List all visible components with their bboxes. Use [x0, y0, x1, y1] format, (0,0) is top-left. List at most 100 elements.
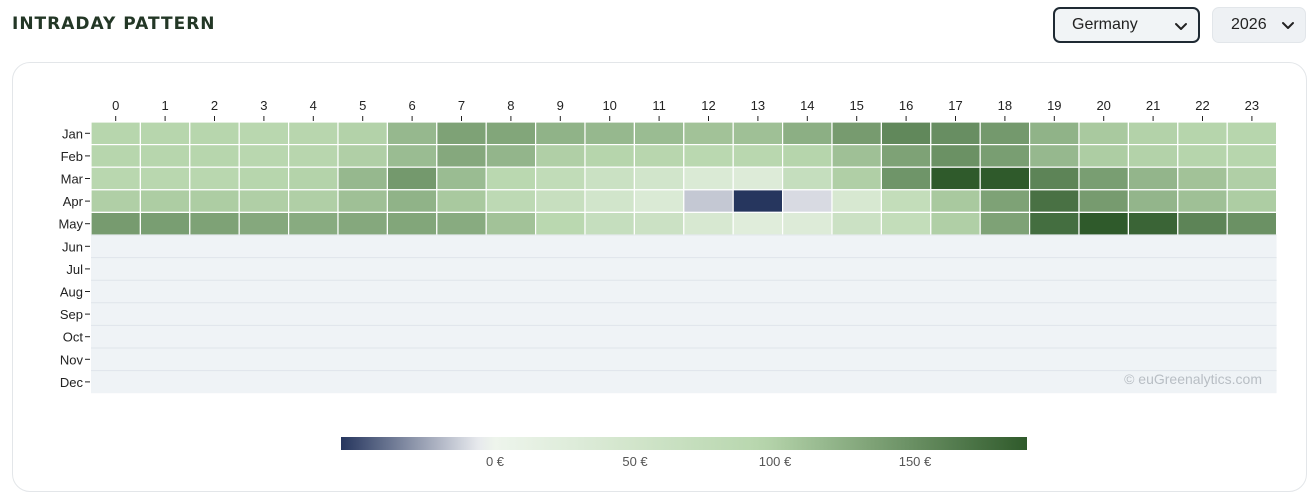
heatmap-cell[interactable] — [1028, 121, 1080, 146]
heatmap-cell[interactable] — [732, 211, 784, 236]
heatmap-cell[interactable] — [732, 166, 784, 191]
heatmap-cell[interactable] — [1127, 211, 1179, 236]
heatmap-cell[interactable] — [1177, 144, 1228, 168]
heatmap-cell[interactable] — [485, 166, 537, 191]
heatmap-cell[interactable] — [189, 166, 240, 191]
year-select[interactable]: 2026 — [1212, 7, 1306, 43]
heatmap-cell[interactable] — [584, 121, 636, 146]
heatmap-cell[interactable] — [732, 121, 784, 146]
heatmap-cell[interactable] — [436, 189, 487, 214]
heatmap-cell[interactable] — [979, 121, 1031, 146]
heatmap-cell[interactable] — [1078, 166, 1130, 191]
heatmap-cell[interactable] — [930, 121, 981, 146]
heatmap-cell[interactable] — [1177, 189, 1228, 214]
heatmap-cell[interactable] — [880, 121, 932, 146]
heatmap-cell[interactable] — [683, 166, 734, 191]
heatmap-cell[interactable] — [288, 166, 339, 191]
heatmap-cell[interactable] — [683, 189, 734, 214]
heatmap-cell[interactable] — [288, 189, 339, 214]
heatmap-cell[interactable] — [831, 144, 883, 168]
heatmap-cell[interactable] — [386, 121, 438, 146]
heatmap-cell[interactable] — [1078, 144, 1130, 168]
heatmap-cell[interactable] — [90, 189, 142, 214]
heatmap-cell[interactable] — [1028, 166, 1080, 191]
heatmap-cell[interactable] — [880, 144, 932, 168]
heatmap-cell[interactable] — [732, 189, 784, 214]
heatmap-cell[interactable] — [1078, 121, 1130, 146]
heatmap-cell[interactable] — [633, 121, 685, 146]
heatmap-cell[interactable] — [683, 144, 734, 168]
heatmap-cell[interactable] — [930, 166, 981, 191]
heatmap-cell[interactable] — [781, 189, 833, 214]
heatmap-cell[interactable] — [683, 211, 734, 236]
heatmap-cell[interactable] — [485, 121, 537, 146]
heatmap-cell[interactable] — [337, 144, 389, 168]
heatmap-cell[interactable] — [979, 189, 1031, 214]
heatmap-cell[interactable] — [1177, 211, 1228, 236]
heatmap-cell[interactable] — [880, 166, 932, 191]
heatmap-cell[interactable] — [534, 144, 586, 168]
heatmap-cell[interactable] — [386, 189, 438, 214]
heatmap-cell[interactable] — [979, 166, 1031, 191]
heatmap-cell[interactable] — [584, 189, 636, 214]
heatmap-cell[interactable] — [880, 211, 932, 236]
heatmap-cell[interactable] — [880, 189, 932, 214]
heatmap-cell[interactable] — [1226, 121, 1278, 146]
heatmap-cell[interactable] — [732, 144, 784, 168]
heatmap-cell[interactable] — [1078, 189, 1130, 214]
heatmap-cell[interactable] — [633, 144, 685, 168]
heatmap-cell[interactable] — [1226, 144, 1278, 168]
heatmap-cell[interactable] — [139, 121, 191, 146]
heatmap-cell[interactable] — [584, 144, 636, 168]
heatmap-cell[interactable] — [534, 166, 586, 191]
heatmap-cell[interactable] — [633, 211, 685, 236]
heatmap-cell[interactable] — [930, 144, 981, 168]
heatmap-cell[interactable] — [930, 189, 981, 214]
heatmap-cell[interactable] — [139, 144, 191, 168]
heatmap-cell[interactable] — [238, 166, 290, 191]
heatmap-cell[interactable] — [139, 166, 191, 191]
heatmap-cell[interactable] — [90, 144, 142, 168]
heatmap-cell[interactable] — [436, 211, 487, 236]
heatmap-cell[interactable] — [831, 166, 883, 191]
heatmap-cell[interactable] — [584, 166, 636, 191]
heatmap-cell[interactable] — [337, 189, 389, 214]
heatmap-cell[interactable] — [90, 166, 142, 191]
heatmap-cell[interactable] — [1226, 166, 1278, 191]
heatmap-cell[interactable] — [436, 166, 487, 191]
heatmap-cell[interactable] — [781, 211, 833, 236]
heatmap-cell[interactable] — [238, 121, 290, 146]
heatmap-cell[interactable] — [238, 189, 290, 214]
heatmap-cell[interactable] — [1226, 211, 1278, 236]
heatmap-cell[interactable] — [781, 144, 833, 168]
heatmap-cell[interactable] — [238, 144, 290, 168]
heatmap-cell[interactable] — [485, 144, 537, 168]
heatmap-cell[interactable] — [1078, 211, 1130, 236]
heatmap-cell[interactable] — [139, 189, 191, 214]
heatmap-cell[interactable] — [189, 144, 240, 168]
heatmap-cell[interactable] — [1028, 189, 1080, 214]
heatmap-cell[interactable] — [781, 166, 833, 191]
heatmap-cell[interactable] — [1127, 166, 1179, 191]
heatmap-cell[interactable] — [1127, 121, 1179, 146]
heatmap-cell[interactable] — [683, 121, 734, 146]
heatmap-cell[interactable] — [831, 121, 883, 146]
heatmap-cell[interactable] — [189, 189, 240, 214]
heatmap-cell[interactable] — [90, 121, 142, 146]
heatmap-cell[interactable] — [930, 211, 981, 236]
heatmap-cell[interactable] — [288, 121, 339, 146]
heatmap-cell[interactable] — [288, 211, 339, 236]
heatmap-cell[interactable] — [584, 211, 636, 236]
heatmap-cell[interactable] — [1127, 144, 1179, 168]
heatmap-cell[interactable] — [139, 211, 191, 236]
heatmap-cell[interactable] — [979, 144, 1031, 168]
heatmap-cell[interactable] — [189, 211, 240, 236]
heatmap-cell[interactable] — [288, 144, 339, 168]
heatmap-cell[interactable] — [1226, 189, 1278, 214]
heatmap-cell[interactable] — [436, 144, 487, 168]
heatmap-cell[interactable] — [337, 211, 389, 236]
heatmap-cell[interactable] — [90, 211, 142, 236]
heatmap-cell[interactable] — [1177, 121, 1228, 146]
intraday-heatmap[interactable]: 0 1 2 3 4 5 6 7 8 9 10 11 12 13 14 15 16 17 18 19 20 21 22 23 J… — [0, 0, 1312, 470]
heatmap-cell[interactable] — [781, 121, 833, 146]
